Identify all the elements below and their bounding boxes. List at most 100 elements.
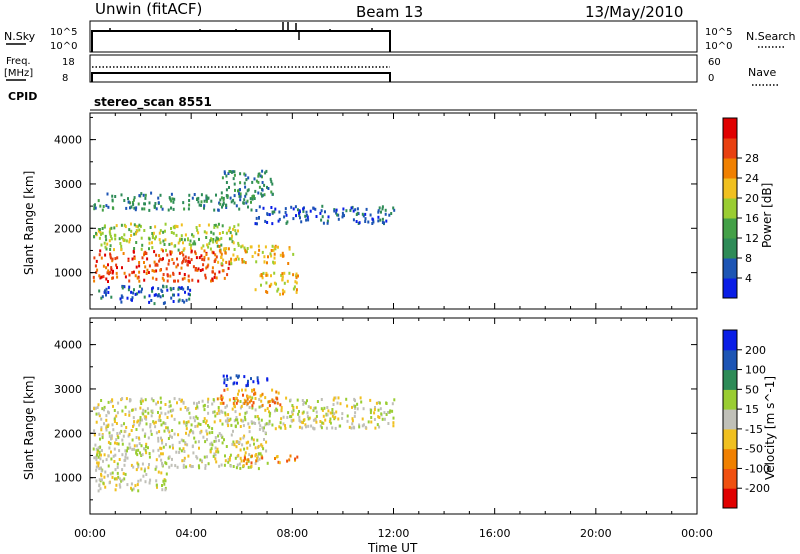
data-cell bbox=[295, 214, 297, 218]
data-cell bbox=[218, 270, 221, 274]
data-cell bbox=[206, 265, 209, 269]
data-cell bbox=[207, 462, 210, 466]
data-cell bbox=[210, 238, 213, 242]
data-cell bbox=[291, 410, 294, 414]
data-cell bbox=[219, 396, 222, 400]
data-cell bbox=[169, 409, 172, 413]
data-cell bbox=[263, 255, 266, 259]
data-cell bbox=[159, 268, 162, 272]
data-cell bbox=[271, 182, 274, 186]
data-cell bbox=[245, 178, 248, 182]
data-cell bbox=[262, 447, 265, 451]
data-cell bbox=[162, 294, 164, 298]
data-cell bbox=[365, 207, 368, 211]
data-cell bbox=[103, 422, 105, 426]
data-cell bbox=[239, 194, 242, 198]
freq-panel: Freq. [MHz] 18 8 60 0 Nave bbox=[4, 54, 780, 86]
data-cell bbox=[189, 428, 192, 432]
data-cell bbox=[128, 240, 131, 244]
data-cell bbox=[100, 243, 103, 247]
data-cell bbox=[232, 227, 235, 231]
data-cell bbox=[254, 462, 257, 465]
data-cell bbox=[194, 425, 197, 428]
data-cell bbox=[234, 456, 237, 460]
data-cell bbox=[226, 378, 229, 381]
data-cell bbox=[197, 196, 200, 200]
data-cell bbox=[258, 248, 261, 252]
data-cell bbox=[161, 207, 164, 211]
data-cell bbox=[140, 397, 143, 401]
data-cell bbox=[213, 208, 216, 212]
data-cell bbox=[287, 262, 290, 265]
data-cell bbox=[204, 440, 207, 444]
y-tick-label: 1000 bbox=[54, 472, 82, 485]
data-cell bbox=[96, 451, 99, 455]
data-cell bbox=[253, 442, 255, 446]
data-cell bbox=[170, 463, 173, 467]
data-cell bbox=[283, 215, 286, 219]
data-cell bbox=[242, 201, 245, 205]
data-cell bbox=[114, 441, 116, 445]
data-cell bbox=[249, 395, 252, 399]
data-cell bbox=[112, 404, 114, 408]
data-cell bbox=[128, 238, 131, 241]
data-cell bbox=[206, 432, 209, 436]
data-cell bbox=[239, 198, 242, 202]
data-cell bbox=[257, 174, 260, 178]
data-cell bbox=[168, 400, 171, 404]
data-cell bbox=[281, 272, 284, 276]
data-cell bbox=[114, 257, 117, 261]
data-cell bbox=[105, 204, 108, 208]
data-cell bbox=[321, 215, 324, 219]
data-cell bbox=[149, 429, 152, 433]
data-cell bbox=[229, 453, 232, 457]
data-cell bbox=[160, 400, 163, 404]
data-cell bbox=[146, 257, 149, 261]
data-cell bbox=[197, 422, 200, 426]
data-cell bbox=[161, 463, 164, 467]
data-cell bbox=[247, 176, 250, 180]
data-cell bbox=[248, 406, 251, 409]
data-cell bbox=[246, 189, 249, 193]
data-cell bbox=[239, 456, 242, 460]
data-cell bbox=[210, 230, 213, 234]
y-tick-label: 3000 bbox=[54, 178, 82, 191]
data-cell bbox=[346, 419, 349, 423]
data-cell bbox=[243, 415, 246, 419]
x-tick-label: 00:00 bbox=[74, 527, 106, 540]
data-cell bbox=[128, 273, 131, 277]
data-cell bbox=[141, 256, 144, 260]
colorbar-segment bbox=[723, 448, 737, 469]
data-cell bbox=[158, 238, 161, 242]
data-cell bbox=[299, 216, 301, 220]
data-cell bbox=[122, 252, 125, 255]
data-cell bbox=[133, 223, 136, 227]
data-cell bbox=[152, 231, 155, 235]
data-cell bbox=[160, 447, 163, 451]
data-cell bbox=[243, 260, 245, 264]
data-cell bbox=[217, 208, 220, 212]
data-cell bbox=[114, 195, 117, 198]
data-cell bbox=[254, 288, 257, 292]
y-tick-label: 3000 bbox=[54, 383, 82, 396]
data-cell bbox=[221, 231, 224, 234]
data-cell bbox=[244, 411, 247, 415]
data-cell bbox=[202, 404, 205, 408]
data-cell bbox=[155, 483, 158, 487]
data-cell bbox=[210, 447, 213, 451]
data-cell bbox=[325, 412, 328, 416]
data-cell bbox=[156, 263, 159, 267]
data-cell bbox=[238, 192, 240, 196]
data-cell bbox=[180, 286, 183, 290]
data-cell bbox=[120, 294, 123, 298]
data-cell bbox=[118, 237, 121, 241]
data-cell bbox=[274, 427, 277, 431]
data-cell bbox=[224, 405, 227, 409]
data-cell bbox=[138, 442, 141, 446]
nsky-trace bbox=[91, 30, 391, 52]
data-cell bbox=[99, 249, 102, 253]
data-cell bbox=[182, 201, 185, 205]
data-cell bbox=[201, 257, 204, 261]
data-cell bbox=[103, 241, 106, 245]
